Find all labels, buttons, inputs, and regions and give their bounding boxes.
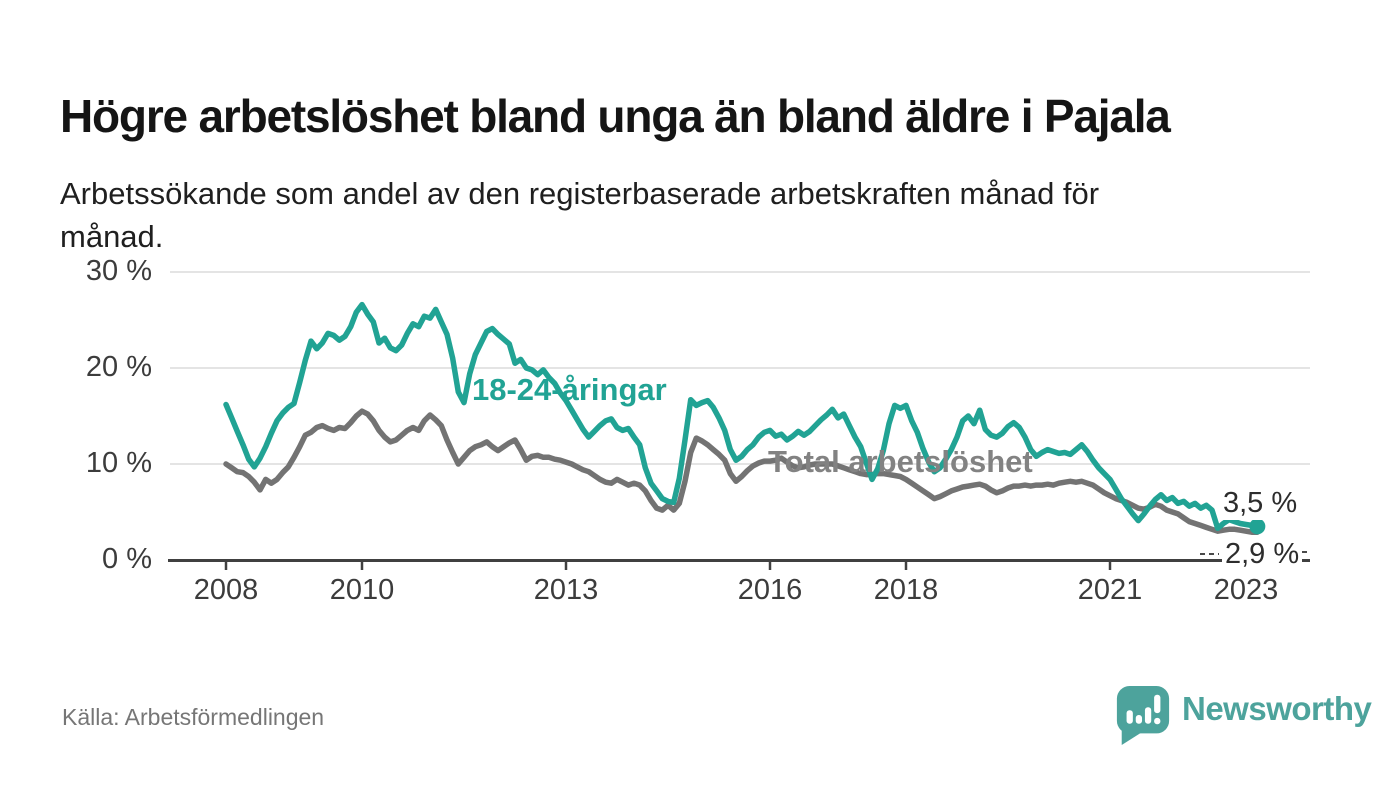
page-title: Högre arbetslöshet bland unga än bland ä… <box>60 89 1171 142</box>
x-axis-label-2021: 2021 <box>1077 574 1143 606</box>
series-label-youth: 18-24-åringar <box>472 372 667 407</box>
x-axis-label-2016: 2016 <box>737 574 803 606</box>
newsworthy-icon <box>1116 686 1170 745</box>
y-axis-label-20: 20 % <box>85 351 152 383</box>
end-dot-youth <box>1249 518 1266 535</box>
page-subtitle: Arbetssökande som andel av den registerb… <box>60 176 1100 254</box>
x-axis-label-2013: 2013 <box>533 574 599 606</box>
y-axis-label-30: 30 % <box>85 255 152 287</box>
end-value-label-total: 2,9 % <box>1222 538 1303 571</box>
newsworthy-wordmark: Newsworthy <box>1182 690 1372 727</box>
x-axis-label-2018: 2018 <box>873 574 939 606</box>
end-value-label-youth: 3,5 % <box>1220 487 1301 520</box>
source-caption: Källa: Arbetsförmedlingen <box>62 704 325 730</box>
y-axis-label-10: 10 % <box>85 447 152 479</box>
series-line-youth <box>223 301 1261 532</box>
x-axis-label-2023: 2023 <box>1213 574 1279 606</box>
x-axis-label-2010: 2010 <box>329 574 395 606</box>
y-axis-label-0: 0 % <box>102 543 152 575</box>
newsworthy-logo: Newsworthy <box>1114 684 1372 748</box>
series-line-total <box>223 408 1261 535</box>
x-axis-label-2008: 2008 <box>193 574 259 606</box>
series-label-total: Total arbetslöshet <box>768 444 1033 479</box>
